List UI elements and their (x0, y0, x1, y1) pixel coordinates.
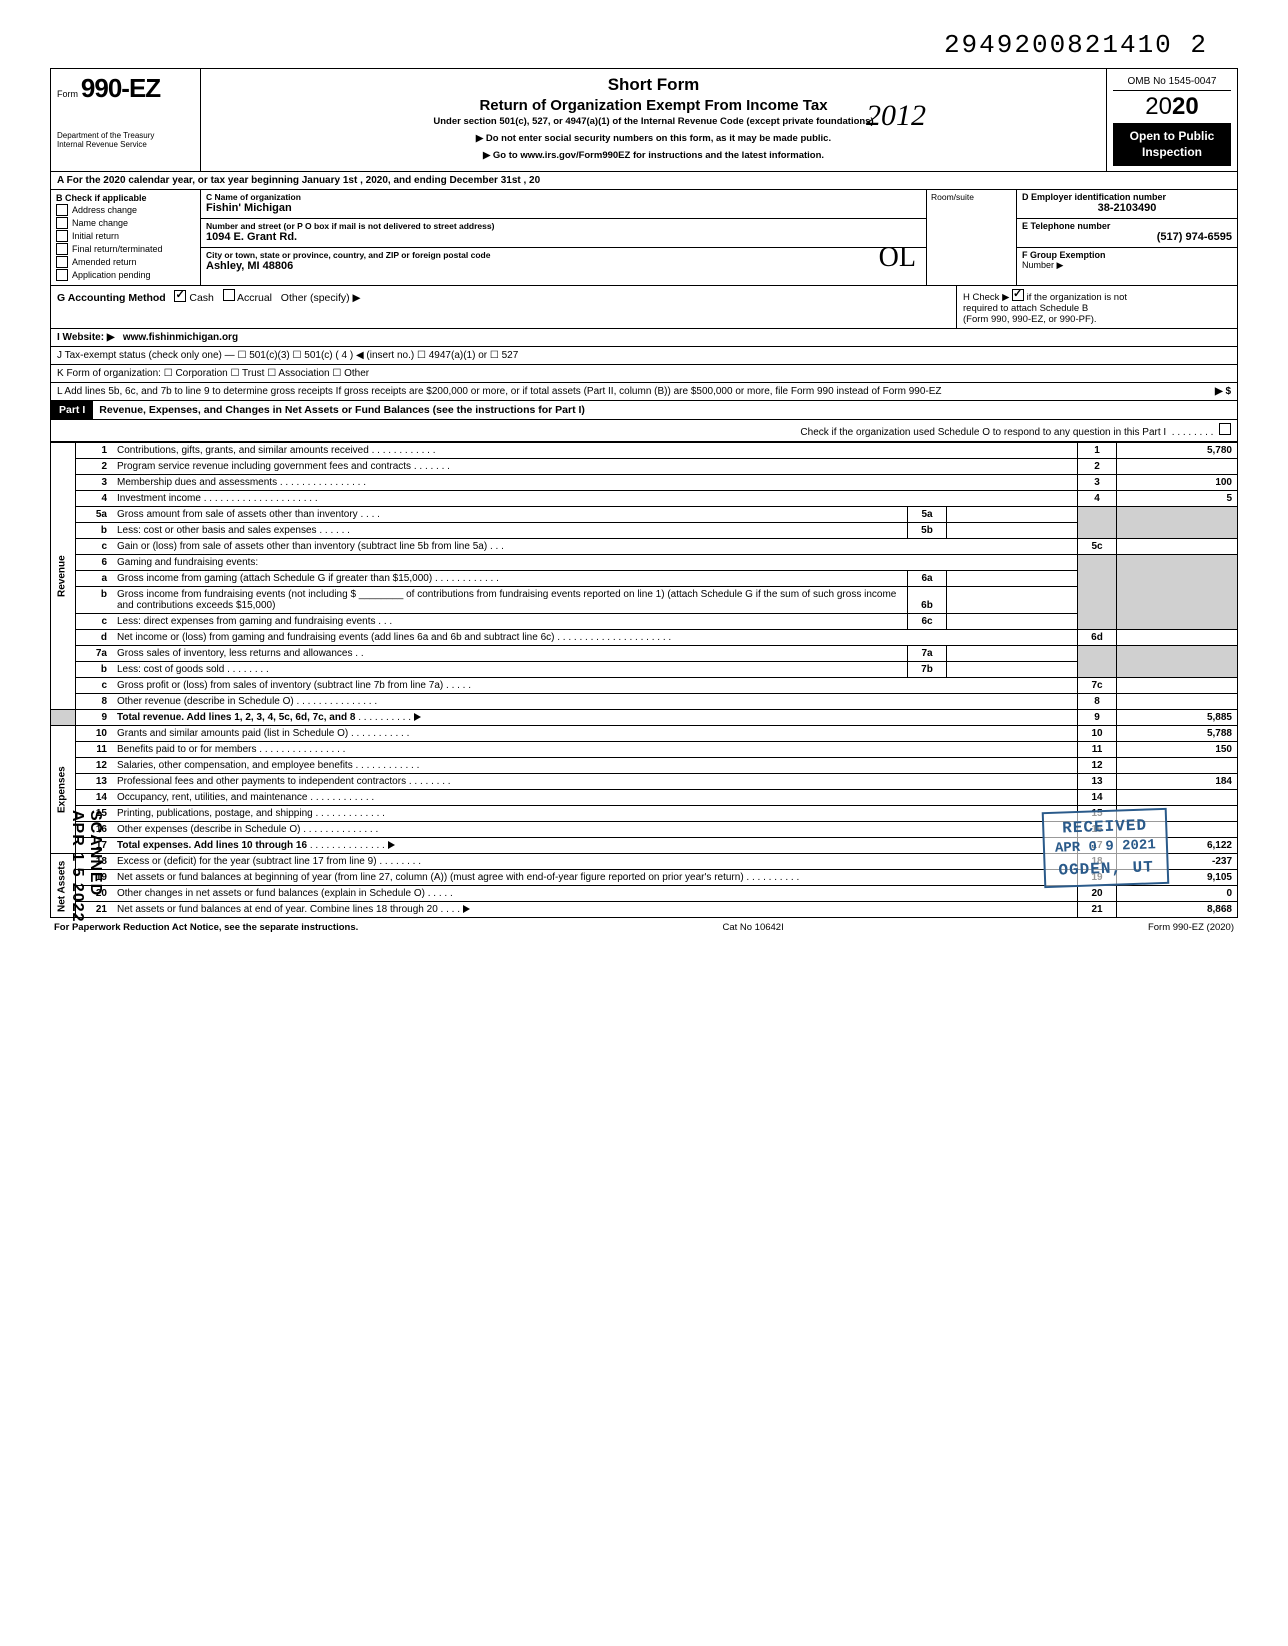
line10-amount: 5,788 (1117, 726, 1238, 742)
short-form-title: Short Form (207, 75, 1100, 95)
cb-cash[interactable] (174, 290, 186, 302)
section-bcdef: B Check if applicable Address change Nam… (50, 190, 1238, 286)
row-a-tax-year: A For the 2020 calendar year, or tax yea… (50, 172, 1238, 190)
row-l-amount: ▶ $ (1215, 386, 1231, 397)
open-to-public: Open to PublicInspection (1113, 123, 1231, 166)
line2-amount (1117, 459, 1238, 475)
main-title: Return of Organization Exempt From Incom… (207, 97, 1100, 114)
section-b-label: B Check if applicable (56, 193, 195, 203)
subtitle: Under section 501(c), 527, or 4947(a)(1)… (207, 116, 1100, 127)
handwritten-mark: OL (879, 242, 916, 274)
website-label: I Website: ▶ (57, 332, 115, 343)
row-j-tax-status: J Tax-exempt status (check only one) — ☐… (50, 347, 1238, 365)
line1-amount: 5,780 (1117, 443, 1238, 459)
part-1-title: Revenue, Expenses, and Changes in Net As… (93, 401, 1237, 419)
line3-amount: 100 (1117, 475, 1238, 491)
dept-irs: Internal Revenue Service (57, 141, 194, 150)
phone-label: E Telephone number (1022, 221, 1232, 231)
instructions-link: ▶ Go to www.irs.gov/Form990EZ for instru… (207, 150, 1100, 161)
scanned-stamp: SCANNED APR 1 5 2022 (68, 810, 104, 933)
city-state-zip: Ashley, MI 48806 (206, 260, 921, 272)
part1-schedule-o-check: Check if the organization used Schedule … (800, 427, 1166, 438)
received-stamp: RECEIVED APR 0 9 2021 OGDEN, UT (1042, 808, 1169, 889)
addr-label: Number and street (or P O box if mail is… (206, 221, 921, 231)
arrow-icon (414, 713, 421, 721)
row-k-org-form: K Form of organization: ☐ Corporation ☐ … (50, 365, 1238, 383)
phone-value: (517) 974-6595 (1022, 231, 1232, 243)
cb-initial-return[interactable] (56, 230, 68, 242)
accounting-method-label: G Accounting Method (57, 292, 166, 304)
org-name-label: C Name of organization (206, 192, 921, 202)
line21-amount: 8,868 (1117, 902, 1238, 918)
city-label: City or town, state or province, country… (206, 250, 921, 260)
cb-address-change[interactable] (56, 204, 68, 216)
org-name: Fishin' Michigan (206, 202, 921, 214)
cb-final-return[interactable] (56, 243, 68, 255)
form-footer: Form 990-EZ (2020) (1148, 922, 1234, 933)
part-1-label: Part I (51, 401, 93, 419)
tax-year: 2020 (1113, 91, 1231, 123)
handwritten-year: 2012 (866, 99, 926, 133)
line4-amount: 5 (1117, 491, 1238, 507)
cb-name-change[interactable] (56, 217, 68, 229)
group-exemption-number: Number ▶ (1022, 260, 1232, 271)
group-exemption-label: F Group Exemption (1022, 250, 1232, 260)
cb-accrual[interactable] (223, 289, 235, 301)
form-word: Form (57, 89, 78, 99)
cb-pending[interactable] (56, 269, 68, 281)
omb-number: OMB No 1545-0047 (1113, 73, 1231, 91)
ein-value: 38-2103490 (1022, 202, 1232, 214)
cat-number: Cat No 10642I (722, 922, 783, 933)
website-value: www.fishinmichigan.org (123, 332, 238, 343)
page-footer: For Paperwork Reduction Act Notice, see … (50, 922, 1238, 933)
row-l-gross-receipts: L Add lines 5b, 6c, and 7b to line 9 to … (57, 386, 1215, 397)
arrow-icon (388, 841, 395, 849)
form-header: Form 990-EZ Department of the Treasury I… (50, 68, 1238, 172)
form-number: 990-EZ (81, 73, 160, 103)
revenue-side-label: Revenue (51, 443, 76, 710)
line9-total-revenue: 5,885 (1117, 710, 1238, 726)
arrow-icon (463, 905, 470, 913)
ssn-warning: ▶ Do not enter social security numbers o… (207, 133, 1100, 144)
cb-amended[interactable] (56, 256, 68, 268)
h-check-label: H Check ▶ (963, 292, 1009, 303)
line11-amount: 150 (1117, 742, 1238, 758)
line20-amount: 0 (1117, 886, 1238, 902)
street-address: 1094 E. Grant Rd. (206, 231, 921, 243)
ein-label: D Employer identification number (1022, 192, 1232, 202)
cb-schedule-o[interactable] (1219, 423, 1231, 435)
room-suite-label: Room/suite (931, 192, 1012, 202)
dln-number: 2949200821410 2 (50, 30, 1238, 60)
cb-schedule-b[interactable] (1012, 289, 1024, 301)
line13-amount: 184 (1117, 774, 1238, 790)
